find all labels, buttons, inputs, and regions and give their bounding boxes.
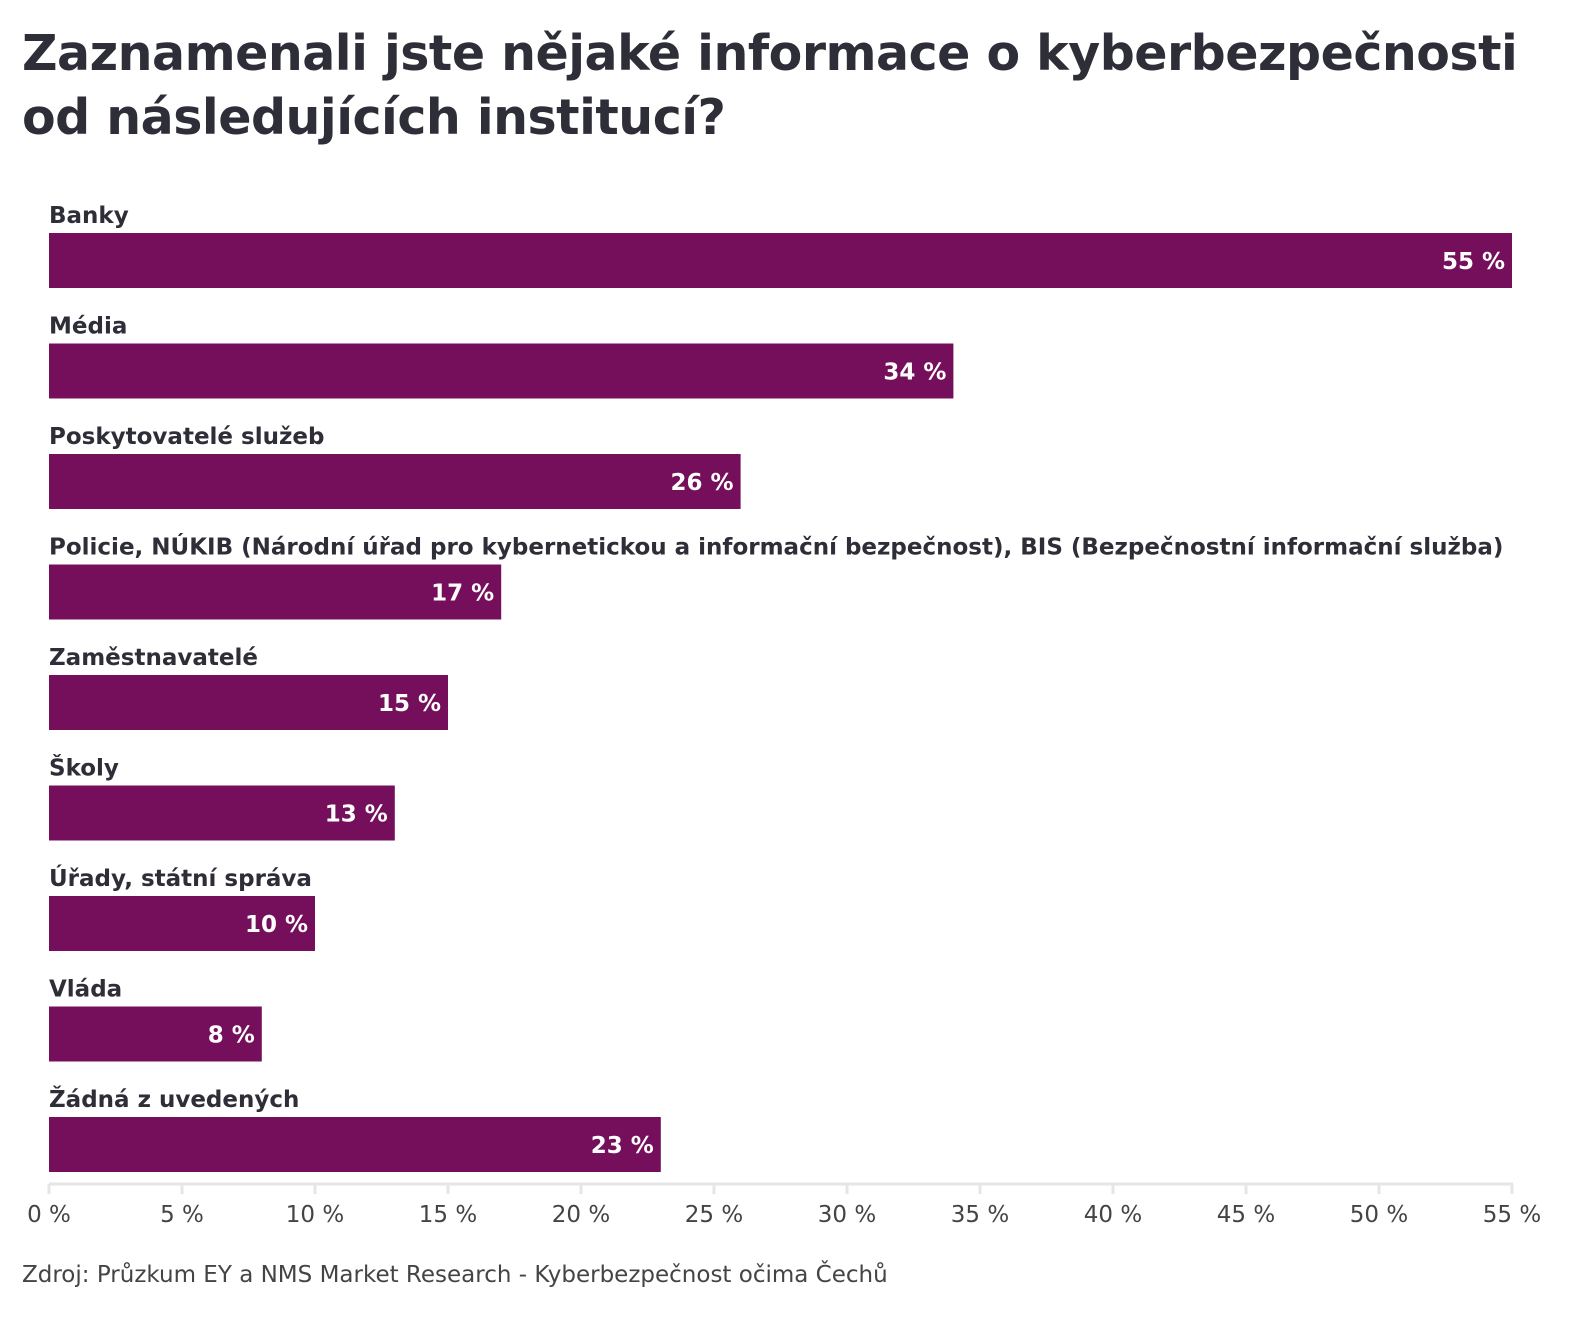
x-tick-label: 55 % xyxy=(1483,1202,1541,1228)
bar xyxy=(49,454,741,509)
value-label: 26 % xyxy=(671,470,734,496)
category-label: Poskytovatelé služeb xyxy=(49,424,324,450)
bar xyxy=(49,896,315,951)
x-tick-label: 20 % xyxy=(552,1202,610,1228)
value-label: 15 % xyxy=(378,691,441,717)
x-tick-label: 0 % xyxy=(27,1202,71,1228)
value-label: 23 % xyxy=(591,1133,654,1159)
chart-title: Zaznamenali jste nějaké informace o kybe… xyxy=(22,25,1518,146)
bar xyxy=(49,1006,262,1062)
value-label: 13 % xyxy=(325,802,388,828)
category-label: Zaměstnavatelé xyxy=(49,645,258,671)
category-label: Banky xyxy=(49,203,129,229)
x-tick-label: 30 % xyxy=(818,1202,876,1228)
value-label: 17 % xyxy=(431,581,494,607)
value-label: 34 % xyxy=(883,360,946,386)
x-tick-label: 5 % xyxy=(160,1202,204,1228)
category-label: Média xyxy=(49,314,127,340)
category-label: Školy xyxy=(49,754,119,782)
value-label: 8 % xyxy=(208,1023,255,1049)
value-label: 10 % xyxy=(245,912,308,938)
bar xyxy=(49,233,1512,288)
x-tick-label: 35 % xyxy=(951,1202,1009,1228)
category-label: Vláda xyxy=(49,977,122,1003)
category-label: Úřady, státní správa xyxy=(49,864,312,892)
x-tick-label: 40 % xyxy=(1084,1202,1142,1228)
bar xyxy=(49,1117,661,1172)
source-note: Zdroj: Průzkum EY a NMS Market Research … xyxy=(22,1262,888,1288)
x-tick-label: 15 % xyxy=(419,1202,477,1228)
x-tick-label: 10 % xyxy=(286,1202,344,1228)
x-tick-label: 25 % xyxy=(685,1202,743,1228)
bar xyxy=(49,564,502,620)
bar xyxy=(49,675,448,730)
x-tick-label: 50 % xyxy=(1350,1202,1408,1228)
category-label: Žádná z uvedených xyxy=(49,1085,299,1113)
value-label: 55 % xyxy=(1442,249,1505,275)
category-label: Policie, NÚKIB (Národní úřad pro kyberne… xyxy=(49,533,1503,561)
bar xyxy=(49,343,954,399)
x-tick-label: 45 % xyxy=(1217,1202,1275,1228)
bar xyxy=(49,785,395,841)
